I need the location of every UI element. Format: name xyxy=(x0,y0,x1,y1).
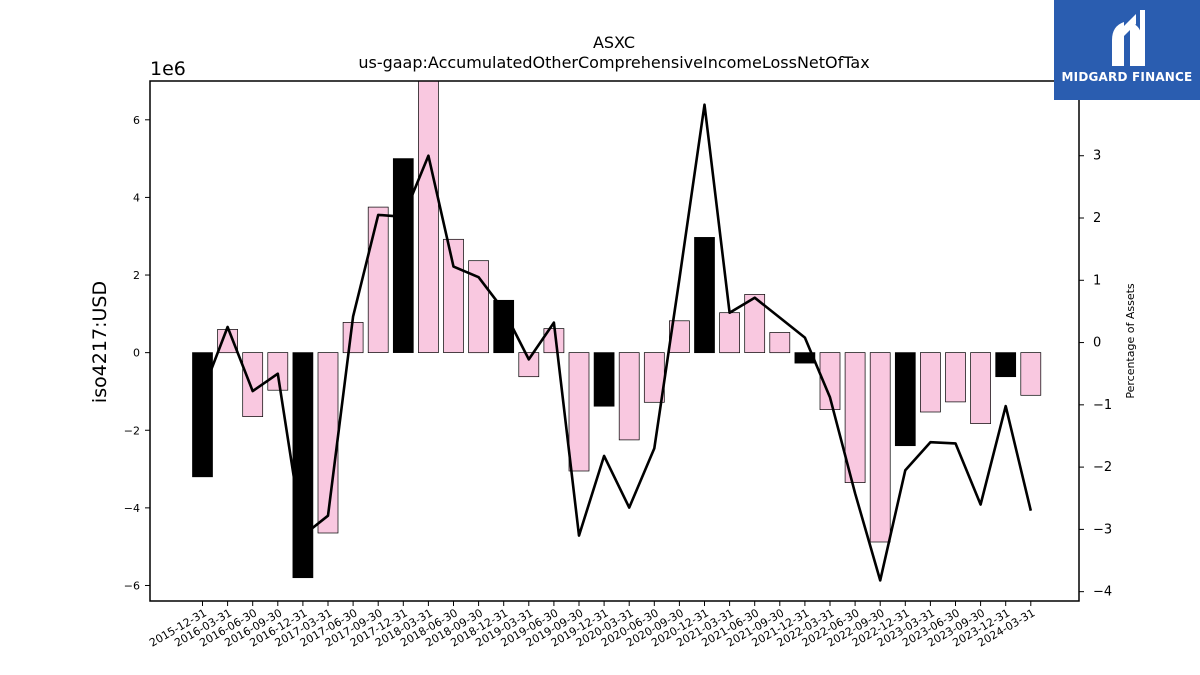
y-tick-label: 6 xyxy=(133,114,140,127)
chart-title: ASXC xyxy=(593,33,635,52)
bar-2016-12-31 xyxy=(292,352,314,579)
bar-2016-03-31 xyxy=(217,329,238,354)
bar-2019-03-31 xyxy=(518,352,540,378)
bar-2023-09-30 xyxy=(970,352,991,424)
logo: MIDGARD FINANCE xyxy=(1054,0,1200,100)
line-series xyxy=(201,103,1033,582)
y-tick-label: −2 xyxy=(124,424,140,437)
bar-2021-06-30 xyxy=(744,294,766,353)
plot-frame xyxy=(149,80,1080,602)
y-tick-label: 0 xyxy=(133,347,140,360)
y2-tick-label: −4 xyxy=(1093,585,1112,600)
bar-2022-09-30 xyxy=(869,352,891,543)
bar-2023-12-31 xyxy=(995,352,1017,378)
y-tick-label: 4 xyxy=(133,191,140,204)
y-tick-label: −4 xyxy=(124,502,140,515)
bar-2017-06-30 xyxy=(342,322,364,354)
midgard-logo-icon xyxy=(1112,10,1145,66)
bar-2021-09-30 xyxy=(769,332,791,354)
bar-2020-09-30 xyxy=(669,320,690,353)
bar-2018-03-31 xyxy=(418,80,439,353)
bars xyxy=(192,80,1042,579)
y2-tick-label: 2 xyxy=(1093,211,1101,226)
bar-2020-03-31 xyxy=(618,352,640,441)
y-axis-label: iso4217:USD xyxy=(89,281,111,403)
bar-2018-12-31 xyxy=(493,299,515,354)
bar-2024-03-31 xyxy=(1020,352,1042,396)
y-axis-right: −4 −3 −2 −1 0 1 2 3 xyxy=(1079,149,1112,600)
y-scale-label: 1e6 xyxy=(150,58,186,80)
x-axis: 2015-12-312016-03-312016-06-302016-09-30… xyxy=(147,601,1037,650)
bar-2023-06-30 xyxy=(945,352,966,403)
y-tick-label: −6 xyxy=(124,579,140,592)
bar-2023-03-31 xyxy=(920,352,941,413)
bar-2018-06-30 xyxy=(443,238,464,353)
y2-tick-label: −1 xyxy=(1093,398,1112,413)
bar-2021-03-31 xyxy=(719,312,740,354)
bar-2016-09-30 xyxy=(267,352,289,391)
bar-2022-06-30 xyxy=(844,352,866,483)
y2-tick-label: 1 xyxy=(1093,273,1101,288)
bar-2015-12-31 xyxy=(192,352,213,478)
chart-subtitle: us-gaap:AccumulatedOtherComprehensiveInc… xyxy=(358,53,869,72)
y-tick-label: 2 xyxy=(133,269,140,282)
line-percentage-of-assets xyxy=(201,103,1033,582)
y-axis-left: −6 −4 −2 0 2 4 6 xyxy=(124,114,150,592)
logo-text: MIDGARD FINANCE xyxy=(1061,70,1193,84)
y2-tick-label: −2 xyxy=(1093,460,1112,475)
y2-tick-label: −3 xyxy=(1093,522,1112,537)
bar-2019-09-30 xyxy=(568,352,590,472)
bar-2022-12-31 xyxy=(894,352,916,447)
y2-axis-label: Percentage of Assets xyxy=(1124,283,1137,399)
bar-2016-06-30 xyxy=(242,352,264,417)
y2-tick-label: 3 xyxy=(1093,149,1101,164)
y2-tick-label: 0 xyxy=(1093,336,1101,351)
bar-2019-12-31 xyxy=(593,352,615,407)
bar-2017-09-30 xyxy=(367,206,389,353)
bar-2022-03-31 xyxy=(819,352,841,410)
bar-2020-12-31 xyxy=(694,237,715,354)
bar-2017-12-31 xyxy=(392,158,414,353)
bar-2021-12-31 xyxy=(794,352,816,364)
